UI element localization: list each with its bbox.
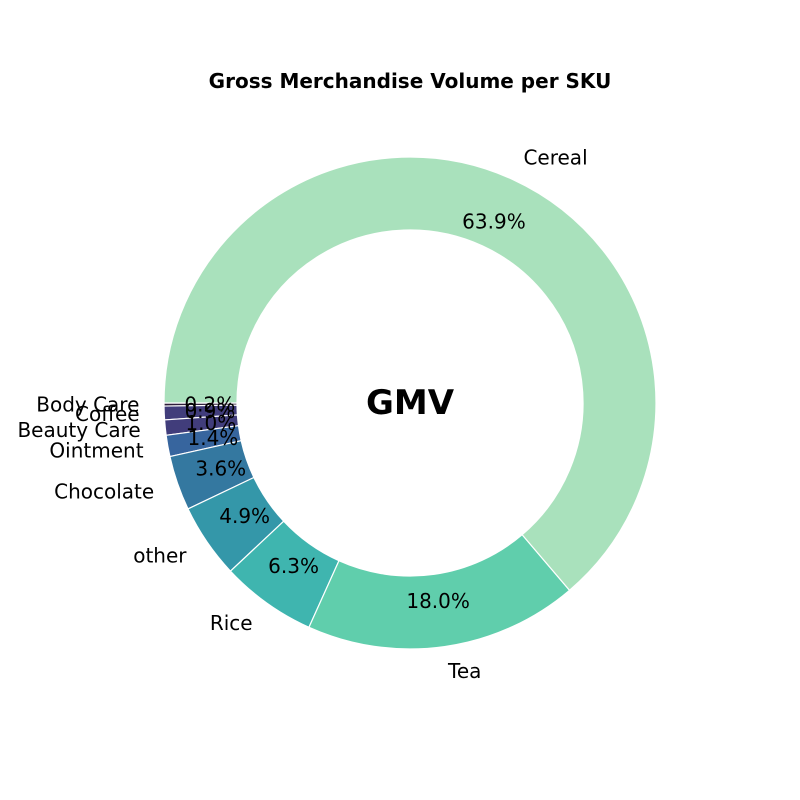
pct-label-other: 4.9% <box>219 504 270 528</box>
labels-group: Body Care 0.2% Coffee 0.9% Beauty Care 1.0% Oi… <box>17 145 587 683</box>
slice-label-rice: Rice <box>210 611 253 635</box>
slices-group <box>163 156 657 650</box>
slice-label-chocolate: Chocolate <box>54 479 154 503</box>
pct-label-rice: 6.3% <box>268 554 319 578</box>
center-label: GMV <box>366 383 455 423</box>
slice-label-tea: Tea <box>447 659 481 683</box>
pct-label-body-care: 0.2% <box>184 392 235 416</box>
slice-label-body-care: Body Care <box>36 393 139 417</box>
slice-label-coffee: Coffee <box>75 402 140 426</box>
pct-label-tea: 18.0% <box>406 589 470 613</box>
chart-title: Gross Merchandise Volume per SKU <box>209 69 612 93</box>
pct-label-cereal: 63.9% <box>462 209 526 233</box>
pct-label-chocolate: 3.6% <box>195 456 246 480</box>
pct-label-coffee: 0.9% <box>185 399 236 423</box>
pct-label-ointment: 1.4% <box>188 426 239 450</box>
slice-label-cereal: Cereal <box>523 145 587 169</box>
slice-cereal <box>163 156 657 592</box>
slice-label-other: other <box>133 544 187 568</box>
slice-label-ointment: Ointment <box>49 438 143 462</box>
pct-label-beauty-care: 1.0% <box>185 411 236 435</box>
slice-label-beauty-care: Beauty Care <box>17 418 140 442</box>
